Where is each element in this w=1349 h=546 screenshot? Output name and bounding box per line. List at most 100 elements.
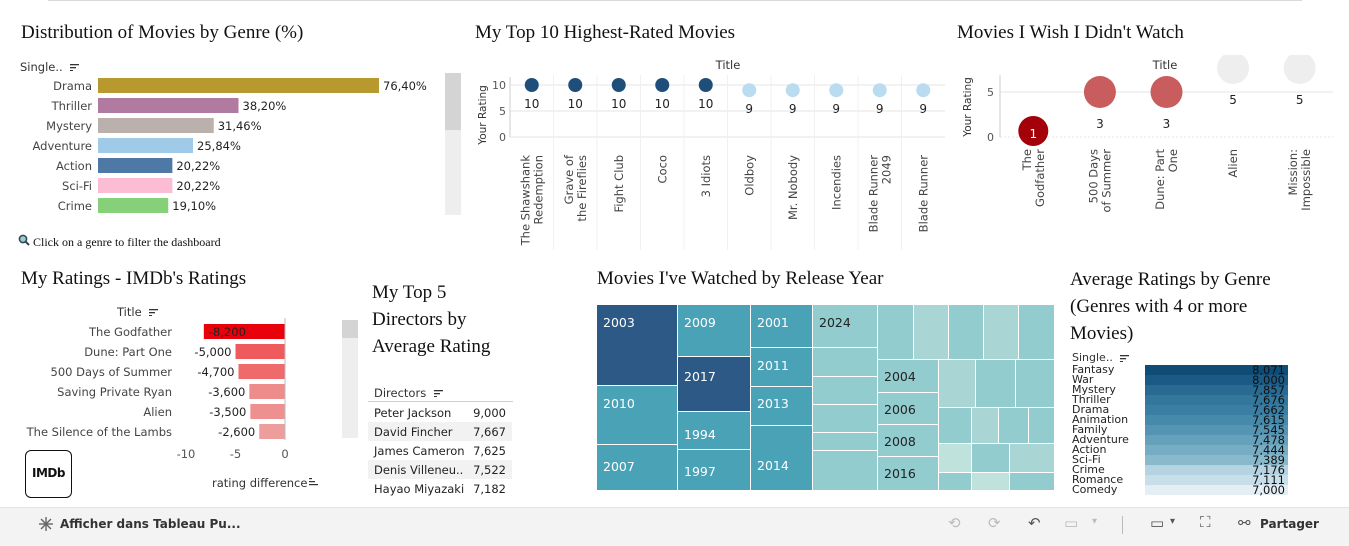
treemap-cell[interactable] bbox=[1016, 360, 1054, 407]
treemap-cell-2010[interactable]: 2010 bbox=[597, 386, 677, 444]
treemap-cell[interactable] bbox=[813, 433, 877, 450]
treemap-cell-2014[interactable]: 2014 bbox=[751, 426, 812, 490]
refresh-icon[interactable]: ▭ bbox=[1064, 514, 1079, 532]
top10-axis-title: Title bbox=[715, 58, 741, 72]
treemap-cell[interactable] bbox=[972, 444, 1009, 472]
genre-dist-chart[interactable]: Drama 76,40% Thriller 38,20% Mystery 31,46% Ad… bbox=[0, 72, 445, 217]
wish-bubble bbox=[1083, 76, 1116, 108]
genre-label: Drama bbox=[53, 79, 92, 93]
avg-genre-label: Action bbox=[1072, 443, 1106, 456]
treemap-cell-2006[interactable]: 2006 bbox=[878, 393, 938, 424]
treemap-cell[interactable] bbox=[914, 305, 948, 359]
treemap-cell-1994[interactable]: 1994 bbox=[678, 412, 750, 449]
top10-dot bbox=[872, 83, 887, 98]
wish-xtick-group: Alien bbox=[1226, 149, 1240, 178]
share-icon[interactable]: ⚯ bbox=[1238, 514, 1251, 532]
top10-value: 9 bbox=[919, 102, 927, 116]
treemap-cell[interactable] bbox=[1019, 305, 1054, 359]
genre-dist-scroll-thumb[interactable] bbox=[445, 73, 461, 130]
diff-header-label: Title bbox=[117, 305, 142, 319]
treemap-cell-2004[interactable]: 2004 bbox=[878, 360, 938, 392]
tableau-logo-icon[interactable] bbox=[38, 516, 54, 536]
treemap-cell[interactable] bbox=[976, 360, 1015, 407]
avg-genre-header[interactable]: Single.. bbox=[1072, 351, 1130, 364]
undo-icon[interactable]: ⟲ bbox=[948, 514, 961, 532]
comment-icon[interactable]: ▭ bbox=[1150, 514, 1165, 532]
avg-genre-bar bbox=[1145, 425, 1288, 435]
diff-scroll-thumb[interactable] bbox=[342, 320, 358, 338]
treemap-label: 2016 bbox=[884, 466, 916, 481]
avg-genre-label: Fantasy bbox=[1072, 364, 1115, 376]
treemap-label: 2011 bbox=[757, 358, 789, 373]
directors-header-label: Directors bbox=[374, 386, 427, 400]
diff-label: Alien bbox=[143, 405, 172, 419]
view-on-tableau-link[interactable]: Afficher dans Tableau Pu... bbox=[60, 517, 241, 531]
genre-dist-header-label: Single.. bbox=[20, 60, 63, 74]
release-treemap[interactable]: 2003 2009 2001 2024 2010 2017 2011 1994 2013 2004… bbox=[597, 305, 1055, 491]
treemap-cell[interactable] bbox=[939, 408, 971, 443]
genre-dist-hint: Click on a genre to filter the dashboard bbox=[18, 234, 221, 250]
treemap-cell[interactable] bbox=[949, 305, 983, 359]
diff-header[interactable]: Title bbox=[117, 305, 159, 319]
treemap-cell-2003[interactable]: 2003 bbox=[597, 305, 677, 385]
top10-xtick: Redemption bbox=[531, 155, 545, 224]
redo-icon[interactable]: ⟳ bbox=[988, 514, 1001, 532]
treemap-cell-2007[interactable]: 2007 bbox=[597, 445, 677, 490]
treemap-cell[interactable] bbox=[972, 473, 1009, 490]
top10-chart[interactable]: Title Your Rating 0 5 10 10 The Shawshank Redem… bbox=[470, 55, 950, 255]
comment-dropdown-icon[interactable]: ▾ bbox=[1170, 516, 1176, 527]
table-row[interactable]: Hayao Miyazaki 7,182 bbox=[368, 479, 512, 498]
treemap-cell[interactable] bbox=[939, 444, 971, 472]
treemap-cell[interactable] bbox=[1029, 408, 1054, 443]
wish-xtick: Mission: bbox=[1286, 149, 1300, 196]
top10-title: My Top 10 Highest-Rated Movies bbox=[475, 22, 736, 43]
wish-ytick: 0 bbox=[987, 131, 994, 144]
treemap-cell-2008[interactable]: 2008 bbox=[878, 425, 938, 456]
treemap-cell-2013[interactable]: 2013 bbox=[751, 387, 812, 425]
treemap-cell[interactable] bbox=[878, 305, 913, 359]
treemap-cell-2016[interactable]: 2016 bbox=[878, 457, 938, 490]
treemap-cell-2001[interactable]: 2001 bbox=[751, 305, 812, 347]
treemap-cell[interactable] bbox=[813, 377, 877, 404]
share-button[interactable]: Partager bbox=[1260, 517, 1319, 531]
treemap-cell[interactable] bbox=[999, 408, 1028, 443]
genre-dist-scrollbar[interactable] bbox=[445, 73, 461, 215]
genre-label: Mystery bbox=[46, 119, 92, 133]
fullscreen-icon[interactable]: ⛶ bbox=[1200, 513, 1211, 531]
top10-xtick: Blade Runner bbox=[866, 155, 880, 233]
table-row[interactable]: Peter Jackson 9,000 bbox=[368, 403, 512, 422]
avg-genre-label: Romance bbox=[1072, 473, 1123, 486]
treemap-cell[interactable] bbox=[1010, 473, 1054, 490]
table-row[interactable]: James Cameron 7,625 bbox=[368, 441, 512, 460]
genre-label: Adventure bbox=[33, 139, 92, 153]
avg-genre-chart[interactable]: Fantasy 8,071 War 8,000 Mystery 7,857 Thriller… bbox=[1068, 364, 1290, 496]
genre-value: 19,10% bbox=[172, 199, 216, 213]
treemap-cell-2009[interactable]: 2009 bbox=[678, 305, 750, 356]
treemap-cell[interactable] bbox=[1010, 444, 1054, 472]
top10-ytick: 5 bbox=[499, 105, 506, 118]
revert-icon[interactable]: ↶ bbox=[1028, 514, 1041, 532]
diff-scrollbar[interactable] bbox=[342, 320, 358, 438]
genre-bar bbox=[98, 78, 379, 93]
treemap-cell-2024[interactable]: 2024 bbox=[813, 305, 877, 347]
treemap-cell[interactable] bbox=[972, 408, 998, 443]
treemap-cell-2017[interactable]: 2017 bbox=[678, 357, 750, 411]
treemap-cell[interactable] bbox=[813, 451, 877, 490]
treemap-cell[interactable] bbox=[984, 305, 1018, 359]
pause-dropdown-icon[interactable]: ▾ bbox=[1092, 516, 1098, 527]
directors-header[interactable]: Directors bbox=[374, 386, 443, 400]
top10-xtick-group: Grave of the Fireflies bbox=[562, 154, 589, 222]
diff-chart[interactable]: The Godfather -8,200 Dune: Part One -5,000 5… bbox=[0, 318, 345, 493]
treemap-cell[interactable] bbox=[939, 473, 971, 490]
treemap-cell-1997[interactable]: 1997 bbox=[678, 450, 750, 490]
treemap-cell-2011[interactable]: 2011 bbox=[751, 348, 812, 386]
wish-chart[interactable]: Title Your Rating 0 5 1 The Godfather 3 500 Days… bbox=[955, 55, 1340, 245]
treemap-cell[interactable] bbox=[813, 405, 877, 432]
top10-xtick-group: 3 Idiots bbox=[699, 155, 713, 197]
treemap-cell[interactable] bbox=[813, 348, 877, 376]
genre-dist-header[interactable]: Single.. bbox=[20, 60, 80, 74]
table-row[interactable]: David Fincher 7,667 bbox=[368, 422, 512, 441]
table-row[interactable]: Denis Villeneu.. 7,522 bbox=[368, 460, 512, 479]
treemap-cell[interactable] bbox=[939, 360, 975, 407]
directors-header-rule bbox=[368, 401, 513, 402]
